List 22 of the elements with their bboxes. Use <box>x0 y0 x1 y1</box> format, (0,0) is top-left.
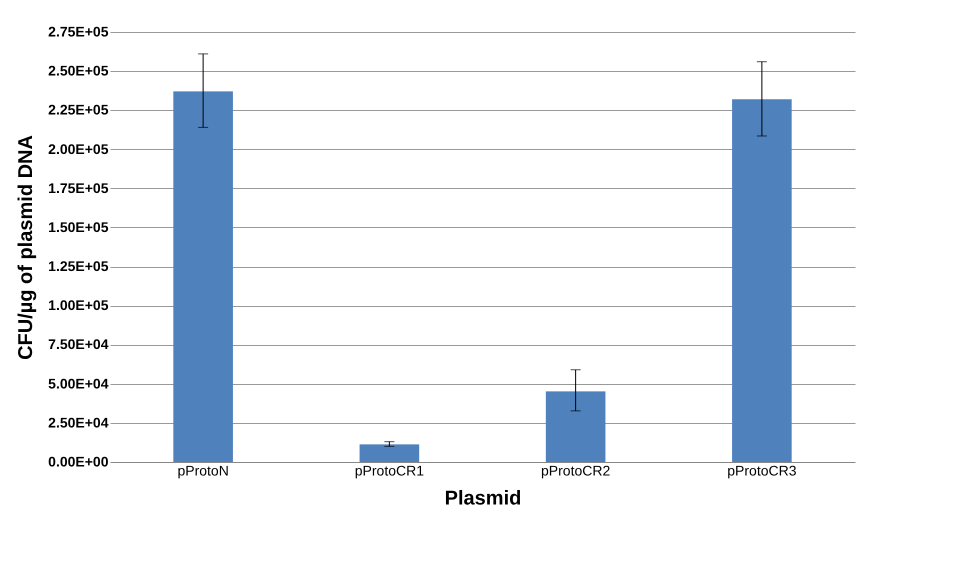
y-tick-label: 0.00E+00 <box>48 454 109 470</box>
y-tick-label: 2.50E+05 <box>48 62 109 79</box>
y-axis-title: CFU/µg of plasmid DNA <box>15 135 38 360</box>
y-tick-label: 1.75E+05 <box>48 180 109 196</box>
x-tick-label: pProtoCR1 <box>354 462 424 478</box>
bar <box>732 99 792 462</box>
bar <box>173 91 233 462</box>
y-tick-label: 2.50E+04 <box>48 414 109 430</box>
y-tick-label: 7.50E+04 <box>48 336 109 352</box>
y-tick-label: 1.00E+05 <box>48 297 109 314</box>
bar <box>546 391 606 462</box>
y-tick-label: 1.25E+05 <box>48 258 109 274</box>
y-tick-label: 5.00E+04 <box>48 375 109 392</box>
x-tick-label: pProtoCR3 <box>727 462 797 478</box>
x-tick-label: pProtoCR2 <box>540 462 610 478</box>
y-tick-label: 2.25E+05 <box>48 102 109 118</box>
y-tick-label: 1.50E+05 <box>48 218 109 235</box>
y-tick-label: 2.00E+05 <box>48 140 109 157</box>
y-tick-label: 2.75E+05 <box>48 24 109 40</box>
bar <box>360 444 420 462</box>
x-axis-title: Plasmid <box>444 488 522 510</box>
x-tick-label: pProtoN <box>177 462 229 478</box>
